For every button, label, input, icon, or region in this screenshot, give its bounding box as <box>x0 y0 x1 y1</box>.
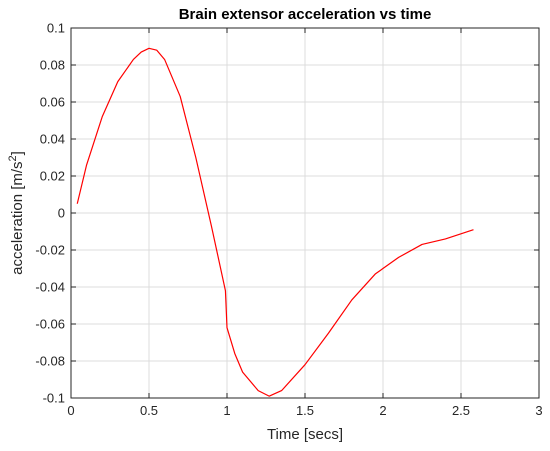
y-tick-label: 0.1 <box>47 21 65 36</box>
series-layer <box>76 47 474 397</box>
y-tick-label: 0.06 <box>40 95 65 110</box>
y-tick-label: -0.06 <box>35 317 65 332</box>
y-tick-label: 0.04 <box>40 132 65 147</box>
y-tick-label: -0.02 <box>35 243 65 258</box>
y-tick-label: 0.02 <box>40 169 65 184</box>
y-tick-label: 0.08 <box>40 58 65 73</box>
y-axis-label-close: ] <box>9 151 26 155</box>
y-axis-label-main: acceleration [m/s <box>9 161 26 274</box>
series-line <box>76 47 474 397</box>
x-tick-label: 1 <box>223 403 230 418</box>
x-tick-label: 0.5 <box>140 403 158 418</box>
y-axis-label: acceleration [m/s2] <box>7 151 26 275</box>
x-tick-label: 3 <box>535 403 542 418</box>
x-axis-label: Time [secs] <box>267 426 343 443</box>
tick-labels: 0 0.5 1 1.5 2 2.5 3 -0.1 -0.08 -0.06 -0.04 -0.02 0 0.… <box>35 21 542 419</box>
y-tick-label: -0.04 <box>35 280 65 295</box>
y-axis-label-superscript: 2 <box>7 155 19 161</box>
x-tick-label: 2 <box>379 403 386 418</box>
x-tick-label: 0 <box>67 403 74 418</box>
y-tick-label: 0 <box>58 206 65 221</box>
y-tick-label: -0.1 <box>43 391 65 406</box>
x-tick-label: 1.5 <box>296 403 314 418</box>
x-tick-label: 2.5 <box>452 403 470 418</box>
y-tick-label: -0.08 <box>35 354 65 369</box>
chart-title: Brain extensor acceleration vs time <box>179 6 432 23</box>
